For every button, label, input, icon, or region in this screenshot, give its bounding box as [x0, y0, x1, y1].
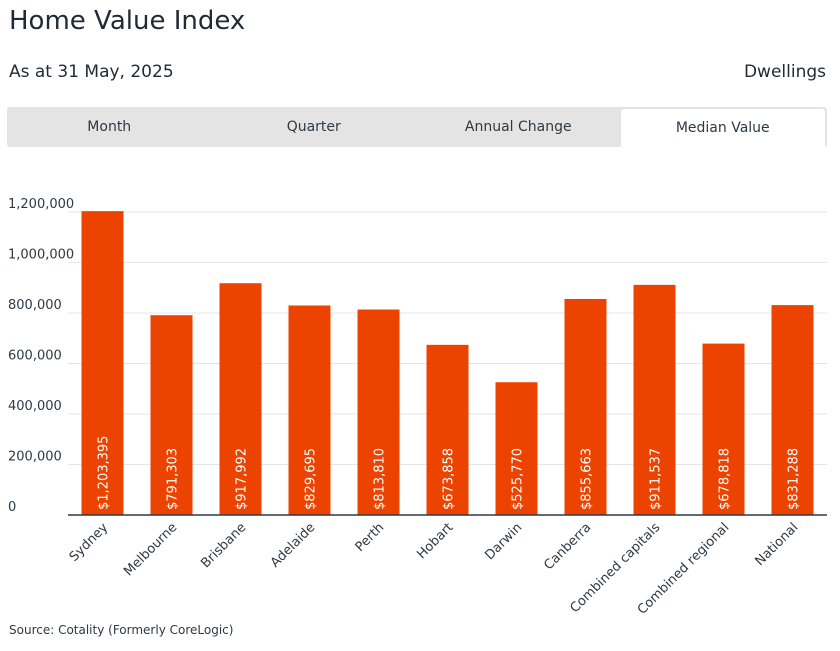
y-tick-label: 400,000	[8, 399, 62, 414]
bar-value-label: $1,203,395	[97, 436, 112, 510]
bar-value-label: $525,770	[511, 448, 526, 510]
page-title: Home Value Index	[9, 6, 246, 36]
bar[interactable]	[81, 211, 124, 515]
x-tick-label: National	[752, 520, 801, 569]
x-tick-label: Canberra	[541, 520, 594, 573]
tab-median-value[interactable]: Median Value	[620, 109, 825, 147]
bar-value-label: $911,537	[649, 448, 664, 510]
tab-month[interactable]: Month	[87, 119, 132, 135]
bar-value-label: $831,288	[787, 448, 802, 510]
as-at-date: As at 31 May, 2025	[9, 62, 174, 82]
bar-value-label: $829,695	[304, 448, 319, 510]
tab-bar: Month Quarter Annual Change Median Value	[7, 107, 827, 147]
x-tick-label: Darwin	[482, 520, 525, 563]
bar[interactable]	[426, 344, 469, 515]
tab-quarter[interactable]: Quarter	[286, 119, 341, 135]
y-tick-label: 600,000	[8, 349, 62, 364]
bar-value-label: $917,992	[235, 448, 250, 510]
bar[interactable]	[771, 305, 814, 515]
source-note: Source: Cotality (Formerly CoreLogic)	[9, 623, 234, 637]
y-tick-label: 1,000,000	[8, 248, 74, 263]
bar[interactable]	[288, 305, 331, 515]
x-tick-label: Melbourne	[121, 520, 180, 579]
metric-label: Dwellings	[743, 62, 826, 82]
bar-value-label: $791,303	[166, 448, 181, 510]
bar-chart: 0 200,000 400,000 600,000 800,000 1,000,000 1,…	[8, 197, 827, 618]
bar[interactable]	[564, 298, 607, 515]
bar-value-label: $673,858	[442, 448, 457, 510]
y-tick-label: 800,000	[8, 298, 62, 313]
bar-value-label: $813,810	[373, 448, 388, 510]
bar-value-label: $678,818	[718, 448, 733, 510]
bar[interactable]	[702, 343, 745, 515]
x-tick-label: Brisbane	[198, 520, 249, 571]
x-tick-label: Sydney	[67, 520, 112, 565]
bar[interactable]	[150, 315, 193, 515]
bar[interactable]	[633, 284, 676, 515]
x-tick-label: Hobart	[414, 520, 456, 562]
tab-annual-change[interactable]: Annual Change	[464, 119, 572, 135]
x-tick-label: Perth	[353, 520, 388, 555]
bar-value-label: $855,663	[580, 448, 595, 510]
y-tick-label: 1,200,000	[8, 197, 74, 212]
y-tick-label: 200,000	[8, 450, 62, 465]
y-tick-label: 0	[8, 500, 16, 515]
bar[interactable]	[219, 283, 262, 515]
x-tick-label: Adelaide	[268, 520, 318, 570]
bar[interactable]	[495, 382, 538, 515]
bar[interactable]	[357, 309, 400, 515]
